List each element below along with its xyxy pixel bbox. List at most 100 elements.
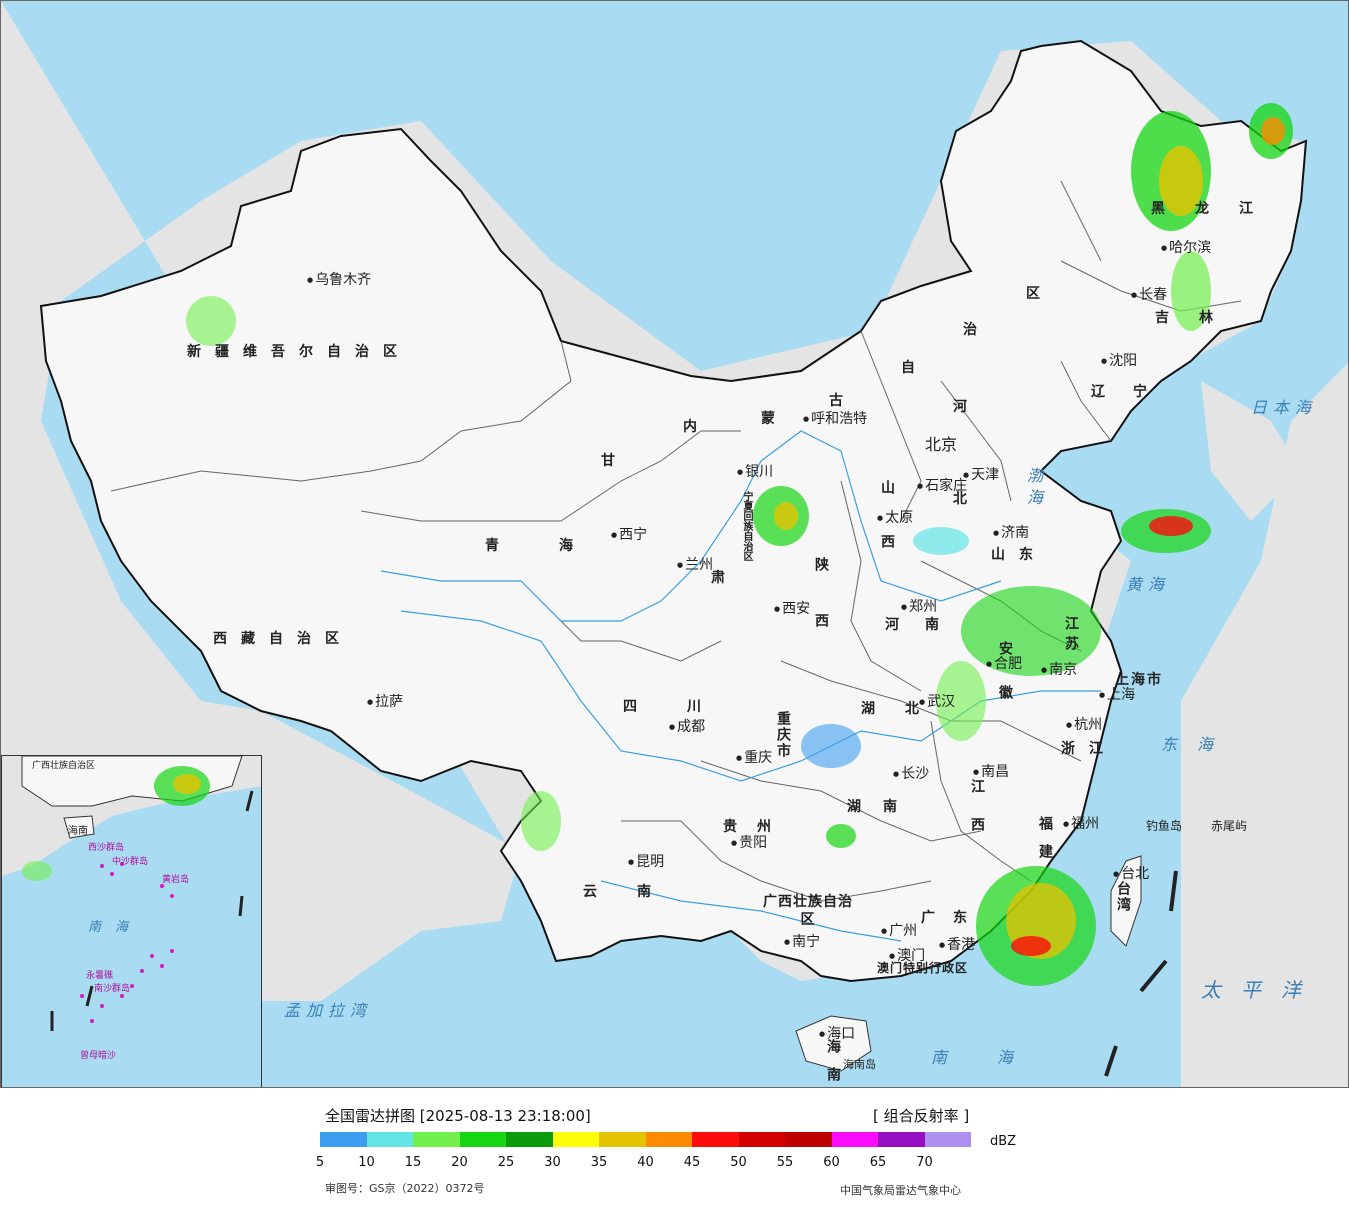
prov-jiangsu: 江苏: [1063, 616, 1079, 656]
color-scale-tick: 25: [497, 1155, 515, 1170]
prov-nmg-1: 内: [683, 419, 711, 435]
color-scale-tick: 70: [916, 1155, 933, 1170]
color-swatch: [738, 1132, 785, 1147]
color-swatch: [413, 1132, 460, 1147]
prov-hunan: 湖南: [847, 799, 919, 815]
city-tianjin: 天津: [963, 464, 999, 484]
prov-nmg-4: 自: [901, 360, 929, 376]
city-harbin: 哈尔滨: [1161, 237, 1211, 257]
prov-fujian: 福建: [1037, 816, 1053, 872]
boundary-dashes: [1104, 870, 1178, 1077]
city-lanzhou: 兰州: [677, 554, 713, 574]
prov-gansu-1: 甘: [601, 453, 629, 469]
inset-zhongsha: 中沙群岛: [112, 857, 149, 867]
island-hainandao: 海南岛: [843, 1058, 876, 1071]
color-swatch: [320, 1132, 367, 1147]
city-changsha: 长沙: [893, 763, 929, 783]
color-swatch: [645, 1132, 692, 1147]
prov-anhui: 安徽: [997, 641, 1013, 729]
color-swatch: [366, 1132, 413, 1147]
city-beijing: 北京: [925, 435, 958, 454]
color-scale-tick: 10: [358, 1155, 375, 1170]
color-swatch: [692, 1132, 739, 1147]
prov-shaanxi: 陕西: [813, 557, 829, 669]
color-swatch: [552, 1132, 599, 1147]
prov-hebei-2: 北: [953, 491, 981, 507]
city-nanchang: 南昌: [973, 761, 1009, 781]
inset-xisha: 西沙群岛: [88, 843, 125, 853]
inset-canvas: [2, 756, 261, 1031]
color-scale-tick: 45: [683, 1155, 701, 1170]
city-hangzhou: 杭州: [1066, 714, 1102, 734]
city-zhengzhou: 郑州: [901, 596, 937, 616]
color-scale: [320, 1132, 971, 1147]
color-scale-tick: 35: [590, 1155, 608, 1170]
color-swatch: [506, 1132, 553, 1147]
prov-henan: 河南: [885, 617, 965, 633]
city-urumqi: 乌鲁木齐: [307, 269, 371, 289]
color-swatch: [785, 1132, 832, 1147]
city-chongqing: 重庆: [736, 747, 772, 767]
color-scale-tick: 50: [730, 1155, 747, 1170]
sea-nanhai: 南海: [931, 1048, 1064, 1067]
color-swatch: [599, 1132, 646, 1147]
prov-nmg-6: 区: [1026, 286, 1054, 302]
city-nanjing: 南京: [1041, 659, 1077, 679]
source-credit: 中国气象局雷达气象中心: [840, 1184, 961, 1197]
city-shanghai: 上海: [1099, 684, 1135, 704]
inset-hainan: 海南: [68, 826, 88, 837]
prov-qinghai: 青海: [485, 538, 633, 554]
city-guiyang: 贵阳: [731, 832, 767, 852]
city-jinan: 济南: [993, 522, 1029, 542]
prov-guangdong: 广东: [921, 910, 985, 926]
prov-ningxia: 宁夏回族自治区: [741, 491, 752, 561]
city-taibei: 台北: [1113, 863, 1149, 883]
city-chengdu: 成都: [669, 716, 705, 736]
city-hongkong: 香港: [939, 934, 975, 954]
city-kunming: 昆明: [628, 851, 664, 871]
prov-shanghai: 上海市: [1115, 672, 1163, 688]
color-scale-tick: 20: [451, 1155, 468, 1170]
inset-zengmu: 曾母暗沙: [80, 1051, 117, 1061]
south-china-sea-inset: 南海 广西壮族自治区 海南 中沙群岛 黄岩岛 西沙群岛 南沙群岛 永暑礁 曾母暗…: [1, 755, 262, 1087]
island-diaoyu: 钓鱼岛: [1146, 819, 1183, 833]
color-swatch: [831, 1132, 878, 1147]
prov-jiangxi: 江西: [969, 779, 985, 855]
prov-nmg-5: 治: [963, 322, 991, 338]
legend-product: [ 组合反射率 ]: [873, 1107, 970, 1125]
sea-riben: 日本海: [1251, 398, 1318, 417]
prov-shanxi: 山西: [879, 480, 895, 588]
city-haikou: 海口: [819, 1023, 855, 1043]
sea-mengjiala: 孟加拉湾: [284, 1001, 373, 1020]
inset-yongshu: 永暑礁: [86, 971, 114, 981]
legend-panel: 全国雷达拼图 [2025-08-13 23:18:00] [ 组合反射率 ] 5…: [0, 1088, 1349, 1208]
color-scale-tick: 30: [544, 1155, 561, 1170]
map-approval-number: 审图号：GS京（2022）0372号: [325, 1182, 485, 1195]
prov-chongqing: 重庆市: [775, 711, 791, 759]
color-swatch: [878, 1132, 925, 1147]
city-lhasa: 拉萨: [367, 691, 403, 711]
inset-guangxi: 广西壮族自治区: [32, 761, 96, 771]
prov-gansu-2: 肃: [711, 570, 739, 586]
prov-hainan: 海南: [825, 1039, 841, 1088]
color-swatch: [459, 1132, 506, 1147]
color-scale-tick: 60: [823, 1155, 840, 1170]
prov-nmg-2: 蒙: [761, 411, 789, 427]
inset-huangyan: 黄岩岛: [162, 875, 190, 885]
foreign-land: [1, 1, 1348, 1087]
city-yinchuan: 银川: [737, 461, 773, 481]
prov-taiwan: 台湾: [1115, 881, 1131, 913]
color-scale-tick: 55: [776, 1155, 794, 1170]
city-shijiazhuang: 石家庄: [917, 475, 967, 495]
city-xining: 西宁: [611, 524, 647, 544]
prov-hk-mo: 澳门特别行政区: [877, 961, 969, 975]
prov-jilin: 吉林: [1155, 310, 1243, 326]
city-fuzhou: 福州: [1063, 813, 1099, 833]
prov-liaoning: 辽宁: [1091, 384, 1175, 400]
prov-heilongjiang: 黑龙江: [1151, 201, 1283, 217]
city-wuhan: 武汉: [919, 691, 955, 711]
color-scale-ticks: 5 10 15 20 25 30 35 40 45 50 55 60 65 70: [316, 1155, 940, 1175]
city-changchun: 长春: [1131, 284, 1167, 304]
prov-guangxi: 广西壮族自治区: [763, 894, 853, 928]
prov-sichuan: 四川: [623, 699, 751, 715]
